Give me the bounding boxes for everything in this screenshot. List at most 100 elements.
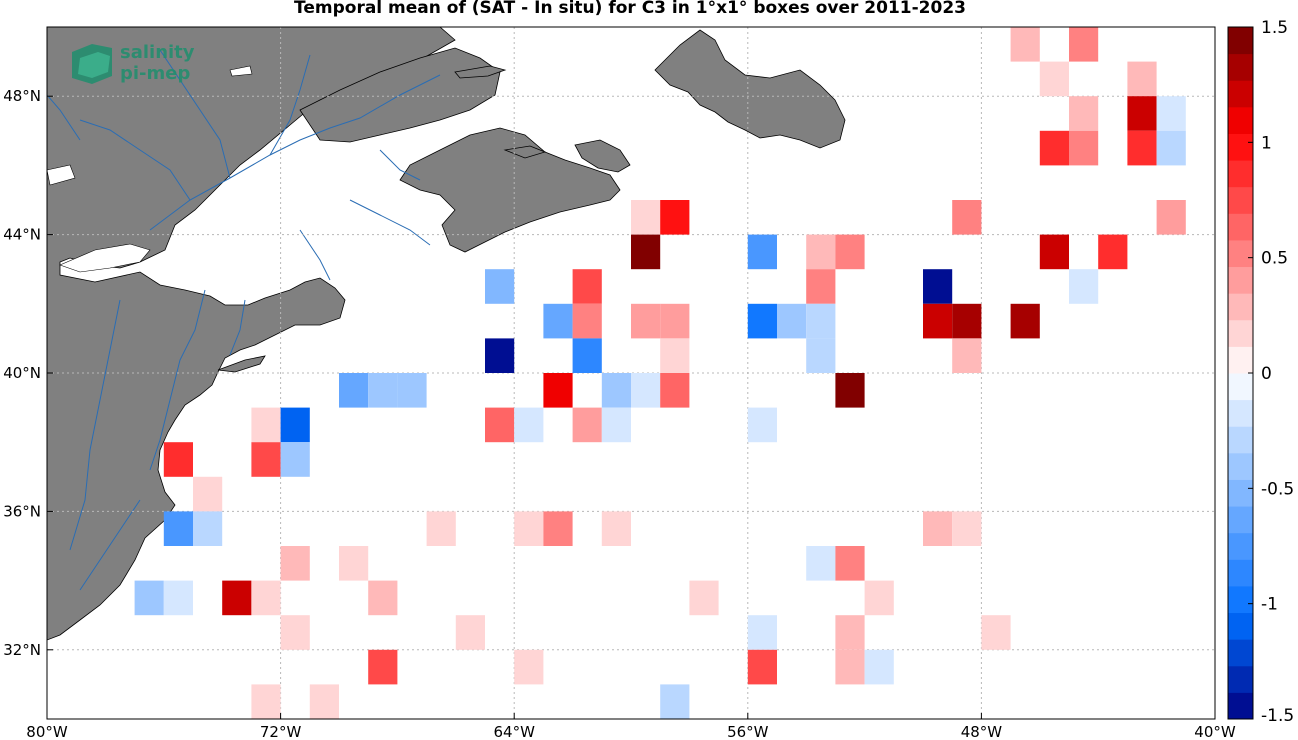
lakes <box>47 65 253 273</box>
rivers <box>47 49 441 591</box>
colorbar-tick-label: 1.5 <box>1261 18 1288 38</box>
colorbar-segment <box>1228 612 1253 640</box>
x-tick-label: 72°W <box>260 723 302 740</box>
heatmap-cell <box>952 338 982 373</box>
heatmap-cell <box>193 511 223 546</box>
x-tick-label: 56°W <box>727 723 769 740</box>
heatmap-cell <box>397 373 427 408</box>
y-tick-label: 44°N <box>3 226 41 244</box>
colorbar-tick-label: 0 <box>1261 364 1272 384</box>
heatmap-cell <box>1127 96 1157 131</box>
heatmap-cell <box>835 546 865 581</box>
heatmap-cell <box>835 373 865 408</box>
heatmap-cell <box>923 269 953 304</box>
colorbar-segment <box>1228 559 1253 587</box>
logo-text-line2: pi-mep <box>120 63 190 84</box>
heatmap-cell <box>1127 61 1157 97</box>
heatmap-cell <box>777 303 807 339</box>
heatmap-cell <box>806 269 836 304</box>
heatmap-cell <box>806 234 836 270</box>
heatmap-cell <box>572 338 602 373</box>
heatmap-cell <box>309 684 339 719</box>
heatmap-cell <box>806 303 836 339</box>
colorbar-ticks: 1.5 1 0.5 0 -0.5 -1 -1.5 <box>1248 18 1294 726</box>
heatmap-cell <box>1010 303 1040 339</box>
colorbar-segment <box>1228 319 1253 347</box>
heatmap-cell <box>923 303 953 339</box>
colorbar-segment <box>1228 665 1253 693</box>
heatmap-cell <box>631 373 661 408</box>
heatmap-cells <box>134 27 1186 719</box>
heatmap-cell <box>251 684 281 719</box>
heatmap-cell <box>601 373 631 408</box>
heatmap-cell <box>689 580 719 616</box>
colorbar-segment <box>1228 585 1253 614</box>
colorbar-segment <box>1228 452 1253 480</box>
heatmap-cell <box>601 407 631 443</box>
colorbar-segment <box>1228 479 1253 507</box>
heatmap-cell <box>514 649 544 685</box>
heatmap-cell <box>455 615 485 650</box>
heatmap-cell <box>952 303 982 339</box>
colorbar-segment <box>1228 399 1253 427</box>
colorbar-tick-label: 1 <box>1261 133 1272 153</box>
logo-text-line1: salinity <box>120 42 195 63</box>
colorbar-tick-label: -1.5 <box>1261 706 1294 726</box>
colorbar-segment <box>1228 186 1253 214</box>
heatmap-cell <box>163 580 193 616</box>
heatmap-cell <box>368 649 398 685</box>
heatmap-cell <box>952 200 982 235</box>
heatmap-cell <box>1069 269 1099 304</box>
heatmap-cell <box>514 407 544 443</box>
x-tick-label: 64°W <box>493 723 535 740</box>
y-tick-label: 40°N <box>3 364 41 382</box>
heatmap-cell <box>660 338 690 373</box>
chart-title: Temporal mean of (SAT - In situ) for C3 … <box>294 0 966 18</box>
colorbar-segment <box>1228 532 1253 560</box>
x-tick-label: 80°W <box>26 723 68 740</box>
x-tick-label: 40°W <box>1194 723 1236 740</box>
heatmap-cell <box>747 303 777 339</box>
heatmap-cell <box>251 407 281 443</box>
heatmap-cell <box>835 615 865 650</box>
heatmap-cell <box>222 580 252 616</box>
colorbar-segment <box>1228 293 1253 321</box>
heatmap-cell <box>835 234 865 270</box>
heatmap-cell <box>660 303 690 339</box>
colorbar-segment <box>1228 213 1253 241</box>
colorbar-segment <box>1228 506 1253 534</box>
heatmap-cell <box>543 303 573 339</box>
colorbar-segment <box>1228 27 1253 55</box>
colorbar-segment <box>1228 346 1253 374</box>
colorbar-segment <box>1228 692 1253 720</box>
heatmap-cell <box>835 649 865 685</box>
heatmap-cell <box>485 269 515 304</box>
heatmap-cell <box>747 615 777 650</box>
heatmap-cell <box>864 649 894 685</box>
colorbar-segment <box>1228 133 1253 161</box>
y-tick-label: 36°N <box>3 502 41 520</box>
heatmap-cell <box>747 407 777 443</box>
heatmap-cell <box>631 303 661 339</box>
heatmap-cell <box>368 373 398 408</box>
heatmap-cell <box>631 200 661 235</box>
heatmap-cell <box>660 684 690 719</box>
colorbar-segment <box>1228 426 1253 454</box>
colorbar <box>1227 26 1254 720</box>
colorbar-segment <box>1228 239 1253 268</box>
colorbar-segment <box>1228 160 1253 188</box>
heatmap-cell <box>747 649 777 685</box>
heatmap-cell <box>514 511 544 546</box>
heatmap-cell <box>251 442 281 477</box>
colorbar-segment <box>1228 373 1253 401</box>
heatmap-cell <box>981 615 1011 650</box>
heatmap-cell <box>1069 130 1099 166</box>
heatmap-cell <box>1010 27 1040 62</box>
heatmap-cell <box>163 442 193 477</box>
heatmap-cell <box>193 476 223 512</box>
colorbar-segment <box>1228 80 1253 108</box>
colorbar-segment <box>1228 106 1253 134</box>
heatmap-cell <box>163 511 193 546</box>
heatmap-cell <box>134 580 164 616</box>
